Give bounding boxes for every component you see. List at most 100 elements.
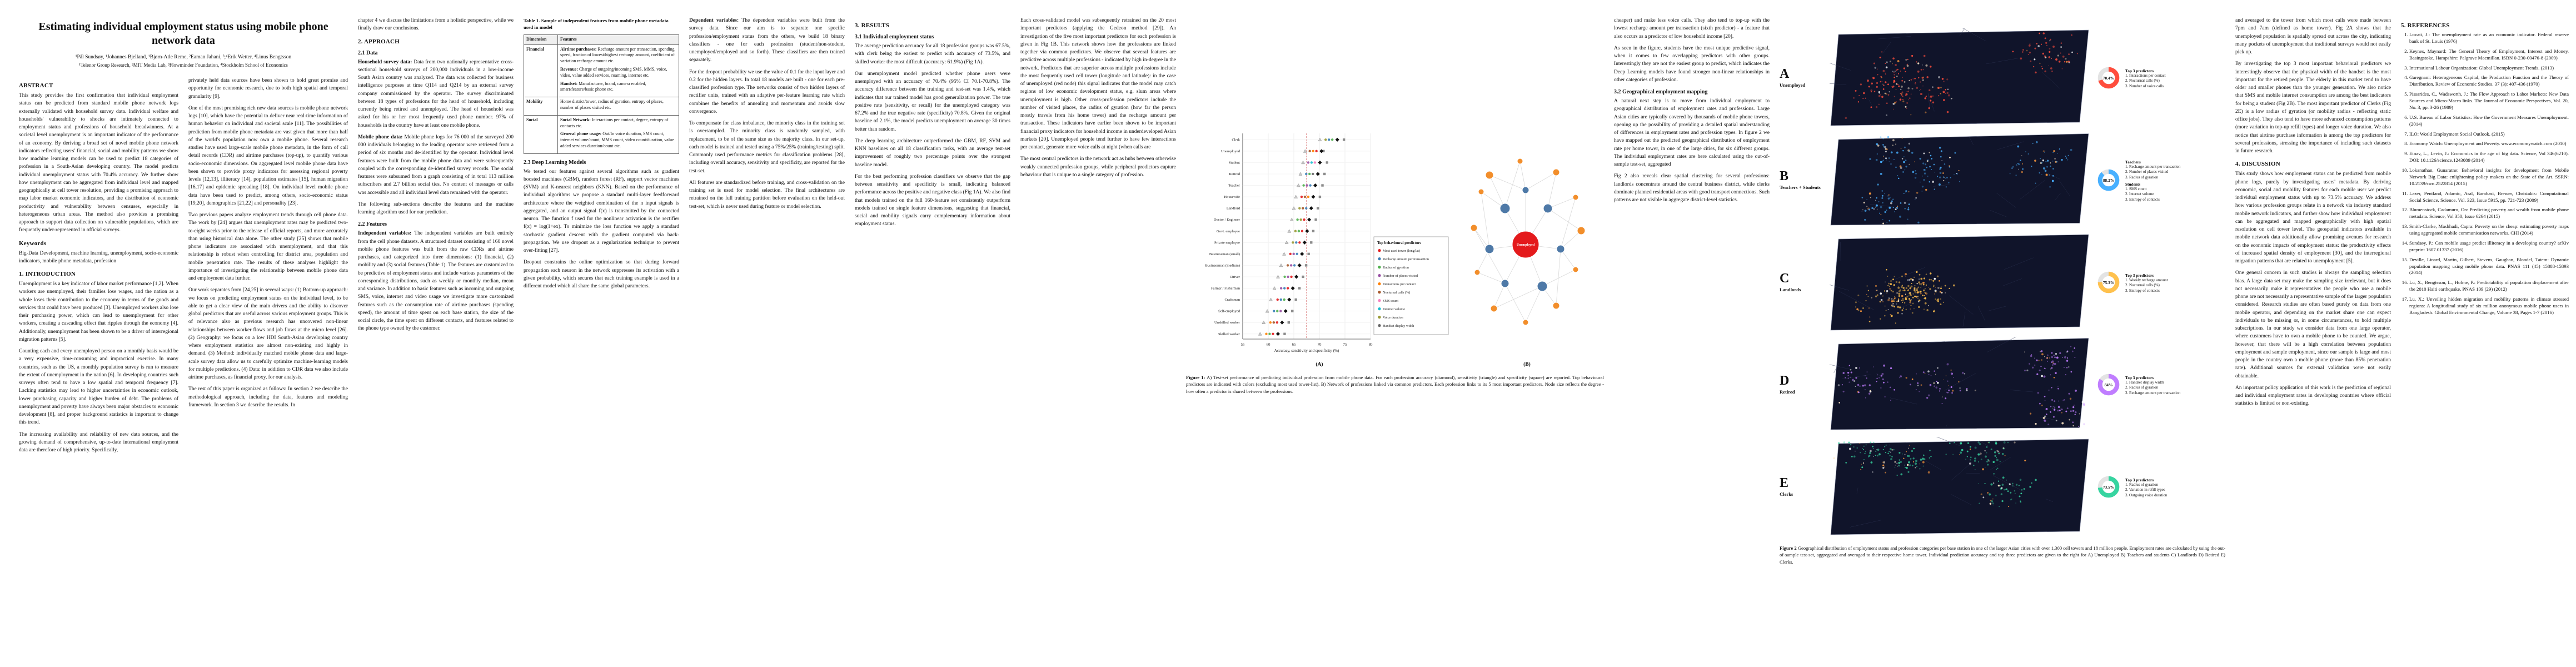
paragraph: Our work separates from [24,25] in sever… (188, 287, 348, 380)
paragraph: This study provides the first confirmati… (19, 93, 178, 233)
section-heading: 2.3 Deep Learning Models (524, 159, 586, 166)
column-approach: chapter 4 we discuss the limitations fro… (358, 17, 514, 650)
section-heading: 2.1 Data (358, 49, 378, 56)
svg-text:Teacher: Teacher (1228, 184, 1240, 188)
predictor-group-title: Students (2125, 182, 2141, 187)
svg-text:73.5%: 73.5% (2103, 485, 2114, 490)
predictor-item: 1. SMS count (2125, 187, 2147, 191)
top-predictors-list: Top 3 predictors 1. Interactions per cont… (2125, 67, 2166, 89)
paragraph: Big-Data Development, machine learning, … (19, 250, 178, 264)
table1-header-features: Features (557, 34, 679, 45)
svg-text:Nocturnal calls (%): Nocturnal calls (%) (1383, 291, 1410, 295)
table-cell: Financial (524, 44, 558, 98)
map-layer-info: 84% Top 3 predictors 1. Handset display wi… (2095, 371, 2201, 398)
column-mapping: cheaper) and make less voice calls. They… (1614, 17, 1770, 650)
paragraph: The deep learning architecture outperfor… (855, 138, 1010, 168)
svg-text:Handset display width: Handset display width (1383, 324, 1414, 328)
accuracy-donut-chart: 84% (2097, 374, 2120, 396)
predictor-item: 1. Handset display width (2125, 380, 2164, 385)
column-introduction: privately held data sources have been sh… (188, 77, 348, 458)
figure1b-panel: Unemployed (B) (1456, 128, 1598, 367)
reference-item: Lu, X.: Unveiling hidden migration and m… (2409, 296, 2569, 316)
paragraph: Counting each and every unemployed perso… (19, 349, 178, 426)
accuracy-donut-chart: 88.2% (2097, 169, 2120, 191)
map-layer-label: A Unemployed (1780, 67, 1806, 88)
table1: Dimension Features Financial Airtime purc… (524, 34, 679, 154)
paragraph: To compensate for class imbalance, the m… (689, 121, 845, 174)
section-heading: 3.1 Individual employment status (855, 34, 934, 40)
top-predictors-list: Top 3 predictors 1. Handset display width… (2125, 374, 2180, 396)
reference-item: ILO: World Employment Social Outlook. (2… (2409, 131, 2569, 138)
predictor-item: 3. Number of voice calls (2125, 83, 2164, 88)
svg-text:Housewife: Housewife (1224, 195, 1240, 199)
table-cell: Airtime purchases: Recharge amount per t… (557, 44, 679, 98)
reference-item: Deville, Linard, Martin, Gilbert, Steven… (2409, 257, 2569, 277)
svg-text:Radius of gyration: Radius of gyration (1383, 266, 1409, 270)
figure2-map-stack: A Unemployed 70.4% Top 3 predictors 1. Inter… (1780, 27, 2225, 538)
paragraph: One of the most promising rich new data … (188, 105, 348, 206)
paragraph: All features are standardized before tra… (689, 180, 845, 210)
svg-text:Skilled worker: Skilled worker (1218, 332, 1240, 336)
svg-text:75.3%: 75.3% (2103, 280, 2114, 285)
svg-text:SMS count: SMS count (1383, 299, 1398, 303)
map-layer-row: C Landlords 75.3% Top 3 predictors 1. Weekly… (1780, 231, 2225, 334)
svg-text:Driver: Driver (1230, 275, 1240, 279)
section-heading: 3. RESULTS (855, 22, 890, 29)
map-layer-label: D Retired (1780, 374, 1795, 395)
predictor-item: 3. Entropy of contacts (2125, 197, 2160, 202)
svg-text:Farmer / Fisherman: Farmer / Fisherman (1211, 287, 1240, 291)
predictor-item: 3. Entropy of contacts (2125, 288, 2160, 293)
svg-text:Landlord: Landlord (1227, 207, 1240, 211)
predictor-item: 2. Nocturnal calls (%) (2125, 78, 2160, 83)
references-heading: 5. REFERENCES (2401, 22, 2450, 29)
predictor-item: 1. Radius of gyration (2125, 482, 2159, 487)
paragraph: By investigating the top 3 most importan… (2235, 61, 2391, 154)
paper-title: Estimating individual employment status … (38, 21, 328, 47)
column-abstract: ABSTRACT This study provides the first co… (19, 77, 178, 458)
section-heading: ABSTRACT (19, 82, 53, 89)
paragraph: cheaper) and make less voice calls. They… (1614, 18, 1770, 39)
svg-text:Retired: Retired (1229, 172, 1240, 176)
reference-item: International Labour Organization: Globa… (2409, 65, 2569, 72)
reference-item: Pissarides, C., Wadsworth, J.: The Flow … (2409, 91, 2569, 111)
reference-item: Lazer, Pentland, Adamic, Aral, Barabasi,… (2409, 191, 2569, 204)
section-heading: 1. INTRODUCTION (19, 271, 76, 277)
paragraph: As seen in the figure, students have the… (1614, 45, 1770, 83)
paragraph: For the dropout probability we use the v… (689, 69, 845, 115)
figure1a-panel: 55 60 65 70 75 80 Clerk Unemployed Student Retire… (1186, 128, 1453, 367)
table-row: Financial Airtime purchases: Recharge amo… (524, 44, 679, 98)
paragraph: Unemployment is a key indicator of labor… (19, 281, 178, 342)
paragraph: The following sub-sections describe the … (358, 201, 514, 215)
title-page-columns: ABSTRACT This study provides the first co… (19, 77, 348, 458)
reference-item: Blumenstock, Cadamuro, On: Predicting po… (2409, 207, 2569, 220)
predictor-group-title: Top 3 predictors (2125, 477, 2154, 482)
svg-text:Unemployed: Unemployed (1517, 243, 1535, 247)
figure1-caption: Figure 1: A) Test-set performance of pre… (1186, 374, 1604, 395)
figure1: 55 60 65 70 75 80 Clerk Unemployed Student Retire… (1186, 17, 1604, 667)
column-results-continued: Each cross-validated model was subsequen… (1020, 17, 1176, 650)
accuracy-donut-chart: 70.4% (2097, 67, 2120, 89)
predictor-item: 2. Variation in refill types (2125, 487, 2165, 492)
reference-item: Garegnani: Heterogeneous Capital, the Pr… (2409, 74, 2569, 88)
section-heading: 4. DISCUSSION (2235, 161, 2280, 168)
svg-text:65: 65 (1292, 343, 1296, 347)
predictor-item: 3. Recharge amount per transaction (2125, 390, 2181, 395)
map-layer-a (1830, 28, 2089, 126)
svg-text:75: 75 (1343, 343, 1347, 347)
paragraph: This study shows how employment status c… (2235, 171, 2391, 264)
column-deep-learning: 2.3 Deep Learning Models We tested our fe… (524, 160, 679, 291)
reference-item: Sundsøy, P.: Can mobile usage predict il… (2409, 240, 2569, 253)
svg-text:70.4%: 70.4% (2103, 76, 2114, 81)
svg-text:Most used tower (long/lat): Most used tower (long/lat) (1383, 249, 1420, 253)
map-layer-row: E Clerks 73.5% Top 3 predictors 1. Radius of… (1780, 436, 2225, 538)
accuracy-donut-chart: 73.5% (2097, 476, 2120, 498)
paragraph: privately held data sources have been sh… (188, 78, 348, 99)
figure1-panels: 55 60 65 70 75 80 Clerk Unemployed Student Retire… (1186, 128, 1604, 367)
map-layer-label: B Teachers + Students (1780, 169, 1821, 191)
paragraph: Each cross-validated model was subsequen… (1020, 18, 1176, 150)
paragraph: and averaged to the tower from which mos… (2235, 18, 2391, 55)
top-predictors-list: Top 3 predictors 1. Radius of gyration 2. … (2125, 476, 2167, 498)
svg-text:70: 70 (1318, 343, 1322, 347)
svg-text:60: 60 (1267, 343, 1270, 347)
map-layer-row: B Teachers + Students 88.2% Teachers 1. Rech… (1780, 129, 2225, 231)
